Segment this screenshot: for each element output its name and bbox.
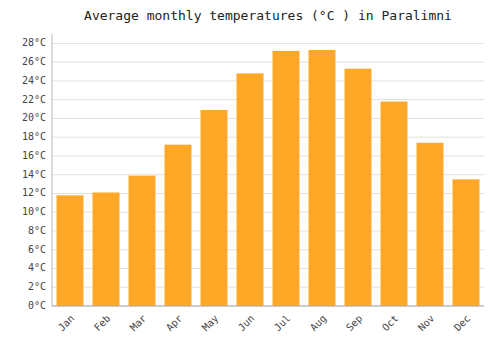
y-tick-label: 18°C (22, 131, 46, 142)
bars (57, 50, 480, 306)
y-axis-line (52, 34, 53, 306)
x-tick-label: Feb (92, 313, 113, 334)
y-tick-label: 8°C (28, 225, 46, 236)
grid-line (52, 118, 484, 119)
y-tick-label: 4°C (28, 262, 46, 273)
x-tick-label: Aug (308, 313, 329, 334)
x-tick-label: Jun (236, 313, 257, 334)
title: Average monthly temperatures (°C ) in Pa… (84, 8, 452, 23)
y-tick-label: 10°C (22, 206, 46, 217)
y-tick-label: 16°C (22, 150, 46, 161)
bar (165, 145, 192, 306)
bar (201, 110, 228, 306)
bar (381, 102, 408, 306)
bar (417, 143, 444, 306)
grid-line (52, 80, 484, 81)
grid-line (52, 306, 484, 307)
bar (57, 195, 84, 306)
x-axis: Jan Feb Mar Apr May Jun Jul Aug Sep Oct Nov Dec (52, 306, 484, 333)
y-tick-label: 20°C (22, 112, 46, 123)
bar (453, 179, 480, 306)
y-tick-label: 2°C (28, 281, 46, 292)
y-axis: 0°C 2°C 4°C 6°C 8°C 10°C 12°C 14°C 16°C 18°C 20°C 2… (22, 34, 52, 311)
chart-container: Average monthly temperatures (°C ) in Pa… (0, 0, 500, 350)
bar (309, 50, 336, 306)
x-tick-label: Dec (452, 313, 473, 334)
y-tick-label: 24°C (22, 75, 46, 86)
x-tick-label: Mar (128, 313, 149, 334)
y-tick-label: 14°C (22, 169, 46, 180)
grid-line (52, 137, 484, 138)
y-tick-label: 22°C (22, 94, 46, 105)
bar (237, 73, 264, 306)
grid-line (52, 62, 484, 63)
x-tick-label: Oct (380, 313, 401, 334)
x-tick-label: Jan (56, 313, 77, 334)
y-tick-label: 12°C (22, 187, 46, 198)
chart-svg: Average monthly temperatures (°C ) in Pa… (0, 0, 500, 350)
x-tick-label: Jul (272, 313, 293, 334)
grid-line (52, 43, 484, 44)
y-tick-label: 6°C (28, 244, 46, 255)
x-tick-label: Sep (344, 313, 365, 334)
bar (129, 176, 156, 306)
bar (273, 51, 300, 306)
y-tick-label: 0°C (28, 300, 46, 311)
bar (345, 69, 372, 306)
grid (52, 43, 484, 306)
bar (93, 193, 120, 306)
grid-line (52, 99, 484, 100)
y-tick-label: 28°C (22, 37, 46, 48)
x-tick-label: Apr (164, 313, 185, 334)
x-tick-label: Nov (416, 313, 437, 334)
x-tick-label: May (200, 313, 221, 334)
x-axis-line (52, 306, 484, 307)
y-tick-label: 26°C (22, 56, 46, 67)
